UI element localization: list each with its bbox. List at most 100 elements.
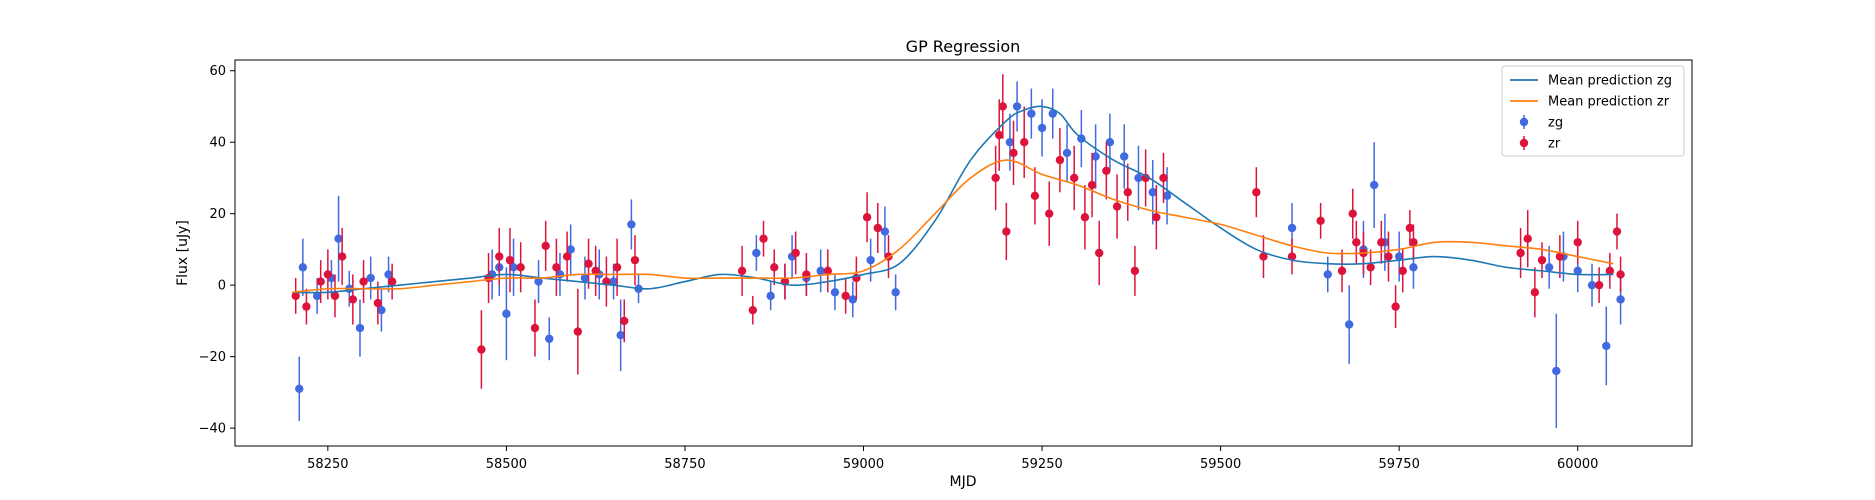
data-point-zr	[1338, 267, 1346, 275]
data-point-zg	[627, 220, 635, 228]
data-point-zr	[1349, 209, 1357, 217]
data-point-zg	[1602, 342, 1610, 350]
legend-label-mean-prediction-zr: Mean prediction zr	[1548, 95, 1670, 110]
data-point-zr	[584, 260, 592, 268]
data-point-zr	[563, 252, 571, 260]
data-point-zr	[374, 299, 382, 307]
data-point-zg	[1409, 263, 1417, 271]
data-point-zg	[1120, 152, 1128, 160]
data-point-zr	[1399, 267, 1407, 275]
data-point-zr	[349, 295, 357, 303]
data-point-zr	[1070, 174, 1078, 182]
data-point-zr	[338, 252, 346, 260]
data-point-zr	[1366, 263, 1374, 271]
y-tick-label: 20	[209, 207, 226, 222]
legend-swatch-zg	[1520, 118, 1528, 126]
data-point-zr	[1009, 149, 1017, 157]
x-tick-label: 59250	[1021, 457, 1062, 472]
data-point-zr	[1020, 138, 1028, 146]
data-point-zr	[991, 174, 999, 182]
data-point-zr	[495, 252, 503, 260]
data-point-zr	[1159, 174, 1167, 182]
data-point-zr	[1124, 188, 1132, 196]
y-tick-label: 40	[209, 136, 226, 151]
data-point-zr	[1056, 156, 1064, 164]
data-point-zg	[295, 385, 303, 393]
data-point-zr	[999, 102, 1007, 110]
data-point-zg	[1324, 270, 1332, 278]
data-point-zr	[388, 277, 396, 285]
data-point-zr	[1531, 288, 1539, 296]
data-point-zg	[1134, 174, 1142, 182]
data-point-zr	[552, 263, 560, 271]
y-tick-label: −20	[199, 350, 226, 365]
data-point-zr	[359, 277, 367, 285]
data-point-zr	[863, 213, 871, 221]
data-point-zr	[1595, 281, 1603, 289]
data-point-zr	[331, 292, 339, 300]
data-point-zr	[1095, 249, 1103, 257]
data-point-zr	[738, 267, 746, 275]
data-point-zr	[1616, 270, 1624, 278]
data-point-zr	[1252, 188, 1260, 196]
data-point-zr	[324, 270, 332, 278]
x-tick-label: 59500	[1200, 457, 1241, 472]
data-point-zr	[1002, 227, 1010, 235]
legend-label-mean-prediction-zg: Mean prediction zg	[1548, 74, 1672, 89]
data-point-zg	[891, 288, 899, 296]
data-point-zg	[881, 227, 889, 235]
data-point-zr	[1613, 227, 1621, 235]
x-tick-label: 58250	[307, 457, 348, 472]
data-point-zr	[1081, 213, 1089, 221]
data-point-zg	[1616, 295, 1624, 303]
data-point-zr	[749, 306, 757, 314]
x-axis: 58250 58500 58750 59000 59250 59500 59750 60000	[307, 446, 1598, 472]
y-axis-label: Flux [uJy]	[175, 220, 191, 286]
data-point-zr	[1538, 256, 1546, 264]
data-point-zr	[631, 256, 639, 264]
legend-label-zr: zr	[1548, 137, 1561, 152]
data-point-zg	[1288, 224, 1296, 232]
data-point-zr	[1102, 167, 1110, 175]
data-point-zr	[1088, 181, 1096, 189]
x-tick-label: 59750	[1378, 457, 1419, 472]
data-point-zr	[516, 263, 524, 271]
data-point-zr	[1377, 238, 1385, 246]
data-point-zr	[1131, 267, 1139, 275]
legend-label-zg: zg	[1548, 116, 1563, 131]
data-point-zr	[759, 235, 767, 243]
x-tick-label: 59000	[843, 457, 884, 472]
data-point-zg	[1345, 320, 1353, 328]
data-point-zr	[1152, 213, 1160, 221]
data-point-zr	[1352, 238, 1360, 246]
data-point-zr	[620, 317, 628, 325]
data-point-zr	[1384, 252, 1392, 260]
y-tick-label: −40	[199, 422, 226, 437]
data-point-zg	[1013, 102, 1021, 110]
data-point-zr	[770, 263, 778, 271]
data-point-zr	[841, 292, 849, 300]
data-point-zr	[574, 327, 582, 335]
data-point-zr	[613, 263, 621, 271]
data-point-zr	[1391, 302, 1399, 310]
data-point-zg	[356, 324, 364, 332]
data-point-zr	[791, 249, 799, 257]
data-point-zg	[1588, 281, 1596, 289]
data-point-zr	[1113, 202, 1121, 210]
x-tick-label: 58750	[664, 457, 705, 472]
data-point-zr	[1574, 238, 1582, 246]
x-tick-label: 60000	[1557, 457, 1598, 472]
data-point-zg	[1063, 149, 1071, 157]
chart-title: GP Regression	[906, 37, 1021, 56]
data-point-zg	[766, 292, 774, 300]
data-point-zg	[752, 249, 760, 257]
x-tick-label: 58500	[486, 457, 527, 472]
legend-swatch-zr	[1520, 139, 1528, 147]
data-point-zr	[1045, 209, 1053, 217]
data-point-zg	[1552, 367, 1560, 375]
data-point-zg	[1038, 124, 1046, 132]
data-point-zr	[541, 242, 549, 250]
data-point-zr	[1524, 235, 1532, 243]
data-point-zg	[816, 267, 824, 275]
